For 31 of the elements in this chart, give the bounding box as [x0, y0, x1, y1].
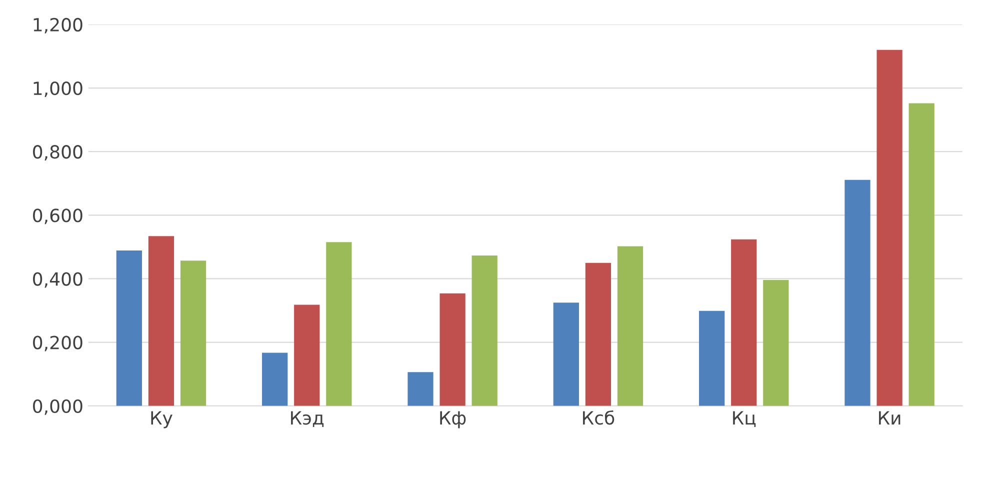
y-tick-label: 0,800: [33, 145, 82, 161]
y-tick-label: 0,200: [33, 336, 82, 352]
y-tick-label: 1,200: [34, 18, 82, 34]
x-tick-label: Ки: [879, 411, 900, 424]
bar: [180, 260, 206, 406]
bar: [876, 50, 902, 406]
x-tick-label: Ку: [151, 411, 172, 428]
bar: [408, 372, 434, 406]
bar: [731, 239, 757, 406]
bar: [763, 280, 789, 406]
bar: [553, 302, 579, 406]
y-tick-label: 0,400: [33, 272, 82, 288]
y-tick-label: 0,600: [33, 208, 82, 224]
bar: [585, 262, 612, 406]
bar: [294, 304, 320, 406]
bar: [908, 103, 934, 406]
x-tick-label: Кэд: [291, 411, 324, 427]
x-tick-label: Ксб: [583, 410, 614, 425]
bar: [148, 236, 174, 406]
bar: [844, 180, 870, 406]
y-tick-label: 1,000: [34, 81, 82, 97]
x-tick-label: Кф: [440, 411, 466, 428]
x-tick-label: Кц: [733, 411, 756, 427]
bar: [326, 242, 352, 406]
bar: [440, 293, 466, 406]
bar: [699, 310, 725, 406]
bar: [472, 256, 498, 406]
y-tick-label: 0,000: [33, 399, 82, 415]
bar: [617, 246, 644, 406]
bar: [262, 352, 288, 406]
bar: [116, 250, 142, 406]
